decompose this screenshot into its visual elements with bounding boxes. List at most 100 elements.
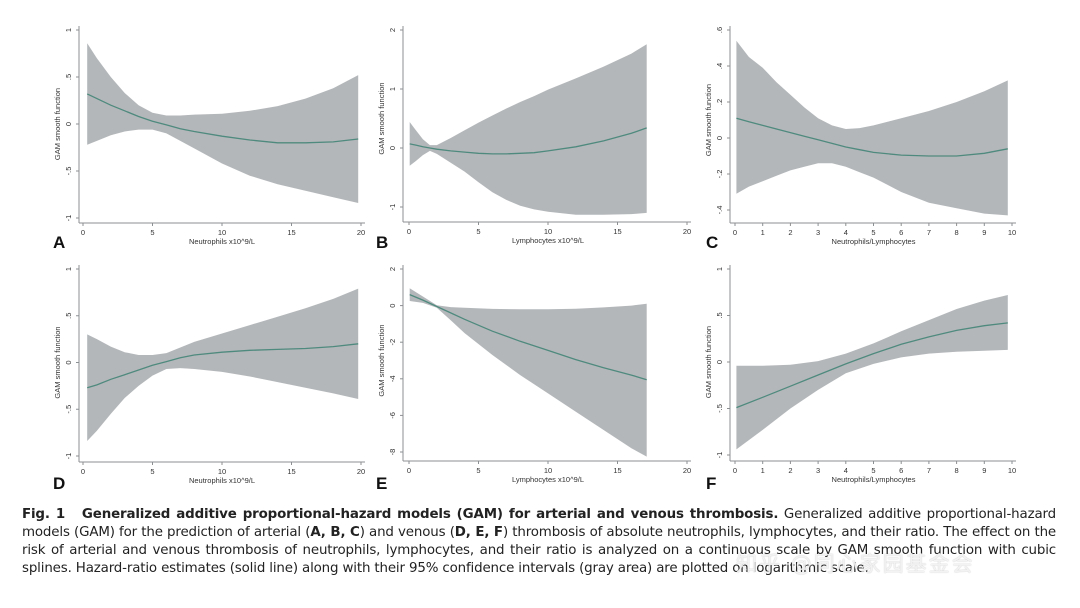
x-tick-label: 10 — [218, 467, 226, 476]
y-axis-title: GAM smooth function — [704, 84, 713, 156]
y-tick-label: 2 — [388, 267, 397, 271]
x-tick-label: 3 — [816, 228, 820, 237]
x-tick-label: 0 — [407, 227, 411, 236]
y-tick-label: .4 — [715, 63, 724, 69]
confidence-band — [409, 44, 647, 215]
y-tick-label: 0 — [388, 304, 397, 308]
y-axis-title: GAM smooth function — [53, 326, 62, 398]
caption-text-2: ) and venous ( — [359, 525, 455, 540]
confidence-band — [736, 295, 1008, 450]
x-tick-label: 3 — [816, 466, 820, 475]
x-tick-label: 10 — [1008, 466, 1016, 475]
y-tick-label: -2 — [388, 339, 397, 346]
panel-letter: A — [53, 233, 65, 252]
y-tick-label: 1 — [388, 87, 397, 91]
y-axis-title: GAM smooth function — [704, 326, 713, 398]
x-tick-label: 4 — [844, 466, 848, 475]
x-tick-label: 5 — [871, 228, 875, 237]
x-tick-label: 1 — [761, 466, 765, 475]
x-tick-label: 15 — [613, 466, 621, 475]
y-tick-label: -1 — [715, 452, 724, 459]
y-tick-label: 0 — [715, 360, 724, 364]
x-tick-label: 10 — [544, 227, 552, 236]
y-tick-label: .2 — [715, 99, 724, 105]
y-tick-label: -6 — [388, 412, 397, 419]
x-tick-label: 15 — [287, 467, 295, 476]
y-axis-title: GAM smooth function — [53, 88, 62, 160]
y-tick-label: -.5 — [64, 405, 73, 414]
x-tick-label: 10 — [544, 466, 552, 475]
x-tick-label: 0 — [733, 228, 737, 237]
y-tick-label: -.2 — [715, 170, 724, 179]
y-tick-label: 2 — [388, 28, 397, 32]
x-tick-label: 5 — [476, 227, 480, 236]
x-tick-label: 5 — [150, 467, 154, 476]
x-tick-label: 9 — [982, 466, 986, 475]
y-tick-label: 0 — [388, 146, 397, 150]
caption-venous-panels: D, E, F — [454, 525, 503, 540]
x-tick-label: 10 — [218, 228, 226, 237]
figure-caption: Fig. 1 Generalized additive proportional… — [22, 506, 1056, 578]
fit-line — [409, 127, 647, 155]
panel-letter: E — [376, 474, 387, 493]
x-tick-label: 0 — [733, 466, 737, 475]
caption-title: Generalized additive proportional-hazard… — [81, 507, 779, 522]
y-tick-label: .6 — [715, 27, 724, 33]
x-tick-label: 0 — [81, 467, 85, 476]
y-tick-label: .5 — [64, 313, 73, 319]
y-tick-label: 1 — [715, 267, 724, 271]
x-tick-label: 9 — [982, 228, 986, 237]
x-tick-label: 7 — [927, 228, 931, 237]
x-tick-label: 6 — [899, 466, 903, 475]
panel-c: -.4 -.2 0 .2 .4 .6 0 1 2 3 4 5 6 7 8 9 10 Neutrophils/Lym… — [704, 26, 1016, 252]
fit-line — [736, 117, 1008, 157]
x-tick-label: 5 — [150, 228, 154, 237]
x-tick-label: 10 — [1008, 228, 1016, 237]
x-tick-label: 2 — [788, 466, 792, 475]
x-tick-label: 0 — [81, 228, 85, 237]
caption-text-3: ) thrombosis of absolute neutrophils, ly… — [22, 525, 1057, 576]
caption-fig-label: Fig. 1 — [22, 507, 66, 522]
x-tick-label: 5 — [476, 466, 480, 475]
panel-letter: B — [376, 233, 388, 252]
x-axis-title: Neutrophils x10^9/L — [189, 237, 255, 246]
x-axis-title: Neutrophils/Lymphocytes — [832, 475, 916, 484]
y-tick-label: -4 — [388, 375, 397, 382]
x-tick-label: 4 — [844, 228, 848, 237]
x-tick-label: 20 — [357, 467, 365, 476]
watermark: 知乎 @同心家园基金会 — [736, 552, 975, 576]
panel-letter: C — [706, 233, 718, 252]
x-tick-label: 8 — [955, 228, 959, 237]
x-tick-label: 15 — [613, 227, 621, 236]
y-tick-label: 1 — [64, 28, 73, 32]
x-axis-title: Lymphocytes x10^9/L — [512, 475, 584, 484]
confidence-band — [409, 288, 647, 457]
x-tick-label: 20 — [683, 227, 691, 236]
y-axis-title: GAM smooth function — [377, 82, 386, 154]
y-tick-label: -1 — [64, 215, 73, 222]
y-tick-label: -8 — [388, 449, 397, 456]
fit-line — [86, 93, 359, 144]
x-tick-label: 1 — [761, 228, 765, 237]
x-tick-label: 0 — [407, 466, 411, 475]
panel-f: -1-.50.510 1 2 3 4 5 6 7 8 9 10Neutrophils/Lymphoc… — [704, 265, 1016, 493]
y-axis-title: GAM smooth function — [377, 324, 386, 396]
caption-arterial-panels: A, B, C — [310, 525, 360, 540]
y-tick-label: 0 — [715, 136, 724, 140]
x-tick-label: 6 — [899, 228, 903, 237]
confidence-band — [87, 43, 359, 204]
x-tick-label: 2 — [788, 228, 792, 237]
confidence-band — [736, 40, 1008, 216]
y-tick-label: .5 — [64, 74, 73, 80]
y-tick-label: -1 — [388, 204, 397, 211]
x-tick-label: 20 — [357, 228, 365, 237]
x-axis-title: Neutrophils/Lymphocytes — [832, 237, 916, 246]
x-tick-label: 20 — [683, 466, 691, 475]
y-tick-label: 1 — [64, 267, 73, 271]
x-tick-label: 8 — [955, 466, 959, 475]
x-tick-label: 7 — [927, 466, 931, 475]
y-tick-label: -.4 — [715, 206, 724, 215]
